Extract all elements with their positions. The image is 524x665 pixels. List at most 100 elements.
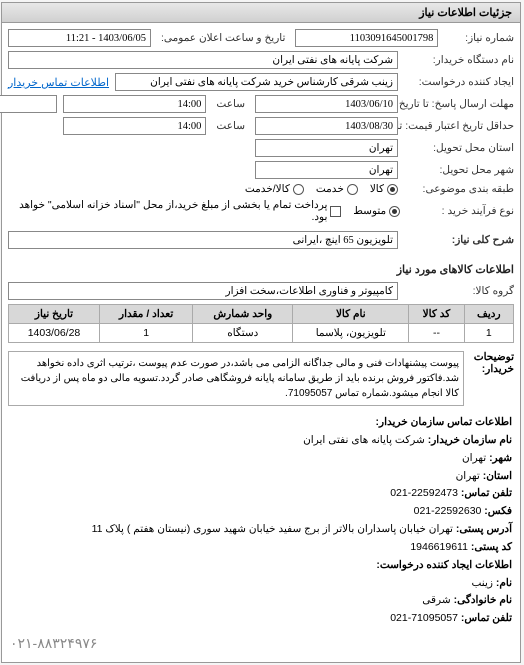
validity-date-input[interactable]	[256, 117, 399, 135]
table-header: واحد شمارش	[194, 305, 294, 324]
req-phone-value: 71095057-021	[391, 612, 459, 624]
time-label-1: ساعت	[213, 98, 250, 110]
row-validity: حداقل تاریخ اعتبار قیمت: تا تاریخ: ساعت	[9, 117, 515, 135]
state-value: تهران	[457, 470, 481, 482]
contact-section-title: اطلاعات تماس سازمان خریدار:	[377, 416, 513, 428]
row-need-no: شماره نیاز: تاریخ و ساعت اعلان عمومی:	[9, 29, 515, 47]
payment-note: پرداخت تمام یا بخشی از مبلغ خرید،از محل …	[9, 199, 328, 223]
postal-code-label: کد پستی:	[472, 541, 513, 553]
subject-radio-group: کالا خدمت کالا/خدمت	[246, 183, 399, 195]
table-cell: 1	[465, 324, 514, 343]
need-no-input[interactable]	[296, 29, 439, 47]
delivery-city-label: شهر محل تحویل:	[405, 164, 515, 176]
check-payment[interactable]: پرداخت تمام یا بخشی از مبلغ خرید،از محل …	[9, 199, 342, 223]
row-need-summary: شرح کلی نیاز:	[9, 231, 515, 249]
delivery-state-label: استان محل تحویل:	[405, 142, 515, 154]
footer-phone: ۰۲۱-۸۸۳۲۴۹۷۶	[11, 628, 513, 656]
table-cell: تلویزیون، پلاسما	[294, 324, 410, 343]
main-panel: جزئیات اطلاعات نیاز شماره نیاز: تاریخ و …	[2, 2, 522, 663]
buyer-desc-label: توضیحات خریدار:	[465, 351, 515, 375]
radio-dot-icon	[294, 184, 305, 195]
buyer-desc-row: توضیحات خریدار: پیوست پیشنهادات فنی و ما…	[3, 349, 521, 408]
process-radio-group: متوسط پرداخت تمام یا بخشی از مبلغ خرید،ا…	[9, 199, 401, 223]
table-header: تاریخ نیاز	[10, 305, 101, 324]
buyer-device-label: نام دستگاه خریدار:	[405, 54, 515, 66]
subject-type-label: طبقه بندی موضوعی:	[405, 183, 515, 195]
table-cell: 1	[100, 324, 193, 343]
lname-label: نام خانوادگی:	[455, 594, 513, 606]
row-goods-group: گروه کالا:	[9, 282, 515, 300]
buyer-desc-box: پیوست پیشنهادات فنی و مالی جداگانه الزام…	[9, 351, 465, 406]
fax-label: فکس:	[485, 505, 513, 517]
deadline-time-input[interactable]	[64, 95, 207, 113]
radio-kala-label: کالا	[371, 183, 385, 195]
form-section: شماره نیاز: تاریخ و ساعت اعلان عمومی: نا…	[3, 23, 521, 259]
goods-group-label: گروه کالا:	[405, 285, 515, 297]
city-value: تهران	[463, 452, 487, 464]
time-label-2: ساعت	[213, 120, 250, 132]
requester-section-title: اطلاعات ایجاد کننده درخواست:	[377, 559, 513, 571]
table-cell: 1403/06/28	[10, 324, 101, 343]
radio-kala[interactable]: کالا	[371, 183, 399, 195]
radio-service[interactable]: خدمت	[317, 183, 359, 195]
table-header: کد کالا	[410, 305, 465, 324]
row-buyer-device: نام دستگاه خریدار:	[9, 51, 515, 69]
fax-value: 22592630-021	[415, 505, 483, 517]
org-value: شرکت پایانه های نفتی ایران	[304, 434, 426, 446]
radio-medium[interactable]: متوسط	[354, 205, 401, 217]
requester-input[interactable]	[116, 73, 399, 91]
contact-section: اطلاعات تماس سازمان خریدار: نام سازمان خ…	[3, 408, 521, 662]
fname-value: زینب	[472, 577, 493, 589]
deadline-date-input[interactable]	[256, 95, 399, 113]
goods-section-title: اطلاعات کالاهای مورد نیاز	[3, 259, 521, 280]
req-phone-label: تلفن تماس:	[462, 612, 513, 624]
radio-medium-label: متوسط	[354, 205, 387, 217]
requester-label: ایجاد کننده درخواست:	[405, 76, 515, 88]
row-delivery-state: استان محل تحویل:	[9, 139, 515, 157]
row-subject-type: طبقه بندی موضوعی: کالا خدمت کالا/خدمت	[9, 183, 515, 195]
need-no-label: شماره نیاز:	[445, 32, 515, 44]
delivery-state-input[interactable]	[256, 139, 399, 157]
radio-kala-service[interactable]: کالا/خدمت	[246, 183, 305, 195]
row-deadline: مهلت ارسال پاسخ: تا تاریخ: ساعت روز و سا…	[9, 95, 515, 113]
table-header: تعداد / مقدار	[100, 305, 193, 324]
goods-group-input[interactable]	[9, 282, 399, 300]
lname-value: شرقی	[423, 594, 451, 606]
need-summary-label: شرح کلی نیاز:	[405, 234, 515, 246]
validity-label: حداقل تاریخ اعتبار قیمت: تا تاریخ:	[405, 120, 515, 132]
goods-section: گروه کالا: ردیفکد کالانام کالاواحد شمارش…	[3, 280, 521, 349]
delivery-city-input[interactable]	[256, 161, 399, 179]
panel-title: جزئیات اطلاعات نیاز	[3, 3, 521, 23]
table-header: ردیف	[465, 305, 514, 324]
state-label: استان:	[484, 470, 513, 482]
buyer-device-input[interactable]	[9, 51, 399, 69]
postal-addr-value: تهران خیابان پاسداران بالاتر از برج سفید…	[93, 523, 454, 535]
radio-dot-icon	[388, 184, 399, 195]
table-row: 1--تلویزیون، پلاسمادستگاه11403/06/28	[10, 324, 515, 343]
table-cell: --	[410, 324, 465, 343]
radio-dot-icon	[390, 206, 401, 217]
table-cell: دستگاه	[194, 324, 294, 343]
postal-code-value: 1946619611	[411, 541, 469, 553]
deadline-label: مهلت ارسال پاسخ: تا تاریخ:	[405, 98, 515, 110]
radio-dot-icon	[348, 184, 359, 195]
org-label: نام سازمان خریدار:	[429, 434, 513, 446]
need-summary-input[interactable]	[9, 231, 399, 249]
row-requester: ایجاد کننده درخواست: اطلاعات تماس خریدار	[9, 73, 515, 91]
radio-kala-service-label: کالا/خدمت	[246, 183, 291, 195]
table-header: نام کالا	[294, 305, 410, 324]
phone-value: 22592473-021	[391, 487, 459, 499]
days-remain-input	[0, 95, 58, 113]
announce-label: تاریخ و ساعت اعلان عمومی:	[158, 32, 290, 44]
goods-table: ردیفکد کالانام کالاواحد شمارشتعداد / مقد…	[9, 304, 515, 343]
postal-addr-label: آدرس پستی:	[457, 523, 513, 535]
contact-link[interactable]: اطلاعات تماس خریدار	[9, 76, 110, 89]
row-delivery-city: شهر محل تحویل:	[9, 161, 515, 179]
phone-label: تلفن تماس:	[462, 487, 513, 499]
fname-label: نام:	[497, 577, 513, 589]
row-process-type: نوع فرآیند خرید : متوسط پرداخت تمام یا ب…	[9, 199, 515, 223]
validity-time-input[interactable]	[64, 117, 207, 135]
process-type-label: نوع فرآیند خرید :	[407, 205, 515, 217]
city-label: شهر:	[490, 452, 513, 464]
announce-input[interactable]	[9, 29, 152, 47]
